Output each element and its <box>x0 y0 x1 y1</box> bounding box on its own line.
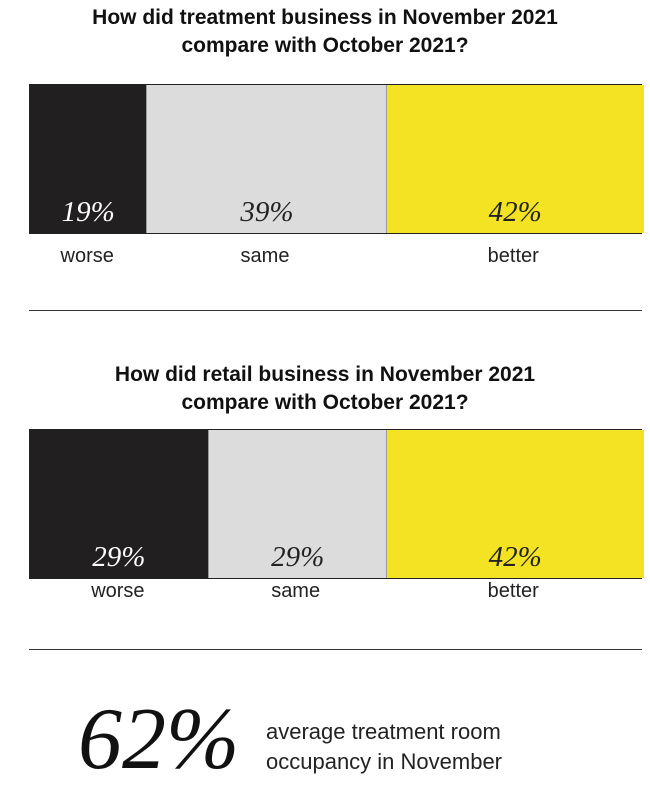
stat-caption-line: average treatment room <box>266 719 501 744</box>
category-label: better <box>487 580 539 602</box>
divider <box>29 649 642 650</box>
value-label: 42% <box>488 196 542 228</box>
divider <box>29 310 642 311</box>
value-label: 29% <box>271 541 325 573</box>
occupancy-stat-caption: average treatment room occupancy in Nove… <box>266 717 502 777</box>
bar-segment-worse: 19% <box>30 85 147 233</box>
bar-segment-same: 39% <box>146 85 387 233</box>
stacked-bar-retail: 29% 29% 42% <box>29 429 644 579</box>
category-label: better <box>487 245 539 267</box>
category-label: worse <box>60 245 114 267</box>
bar-segment-same: 29% <box>207 430 387 578</box>
chart-title-retail: How did retail business in November 2021… <box>0 361 650 417</box>
category-label: same <box>271 580 321 602</box>
value-label: 39% <box>240 196 294 228</box>
category-label: worse <box>91 580 145 602</box>
stacked-bar-treatment: 19% 39% 42% <box>29 84 644 234</box>
stat-caption-line: occupancy in November <box>266 749 503 774</box>
chart-title-line: How did treatment business in November 2… <box>92 6 558 29</box>
bar-segment-better: 42% <box>385 430 644 578</box>
chart-title-line: How did retail business in November 2021 <box>114 363 536 386</box>
chart-title-line: compare with October 2021? <box>181 391 469 414</box>
value-label: 29% <box>92 541 146 573</box>
occupancy-stat-value: 62% <box>78 691 240 788</box>
bar-segment-worse: 29% <box>30 430 208 578</box>
category-labels-retail: worse same better <box>29 577 642 605</box>
bar-segment-better: 42% <box>385 85 644 233</box>
category-labels-treatment: worse same better <box>29 242 642 270</box>
chart-title-line: compare with October 2021? <box>181 34 469 57</box>
value-label: 42% <box>488 541 542 573</box>
value-label: 19% <box>61 196 115 228</box>
chart-title-treatment: How did treatment business in November 2… <box>0 4 650 60</box>
category-label: same <box>240 245 290 267</box>
